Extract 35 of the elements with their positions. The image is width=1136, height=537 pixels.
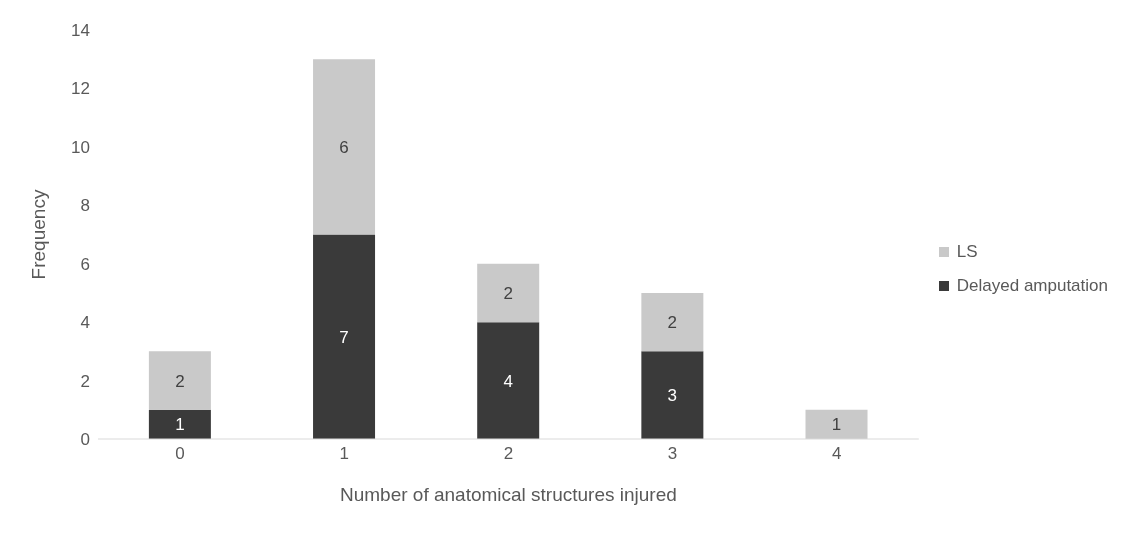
- data-label: 7: [339, 327, 349, 347]
- x-tick-label: 1: [339, 444, 349, 464]
- x-tick-label: 2: [503, 444, 514, 464]
- legend-label: Delayed amputation: [956, 275, 1108, 296]
- data-label: 2: [175, 371, 185, 391]
- bar: [477, 322, 540, 439]
- x-tick-label: 0: [175, 444, 185, 464]
- bar: [805, 409, 868, 439]
- data-label: 6: [339, 137, 349, 157]
- bar: [148, 409, 211, 439]
- data-label: 1: [175, 415, 185, 435]
- x-tick-label: 3: [667, 444, 678, 464]
- y-tick-label: 14: [71, 21, 90, 41]
- bar: [313, 234, 376, 439]
- data-label: 2: [667, 313, 678, 333]
- y-tick-label: 0: [80, 430, 90, 450]
- bar: [148, 351, 211, 410]
- y-tick-label: 4: [80, 313, 90, 333]
- bar: [641, 292, 704, 352]
- data-label: 1: [831, 415, 842, 435]
- y-tick-label: 10: [71, 137, 90, 157]
- data-label: 3: [667, 386, 678, 406]
- bar: [313, 59, 376, 235]
- legend-label: LS: [956, 241, 978, 262]
- y-tick-label: 12: [71, 79, 90, 99]
- y-tick-label: 8: [80, 196, 90, 216]
- y-tick-label: 2: [80, 371, 90, 391]
- y-tick-label: 6: [80, 254, 90, 274]
- bar: [477, 263, 540, 323]
- x-tick-label: 4: [831, 444, 842, 464]
- bar: [641, 351, 704, 439]
- x-axis-title: Number of anatomical structures injured: [339, 484, 677, 505]
- y-axis-title: Frequency: [27, 189, 49, 280]
- data-label: 2: [503, 283, 513, 303]
- data-label: 4: [503, 371, 513, 391]
